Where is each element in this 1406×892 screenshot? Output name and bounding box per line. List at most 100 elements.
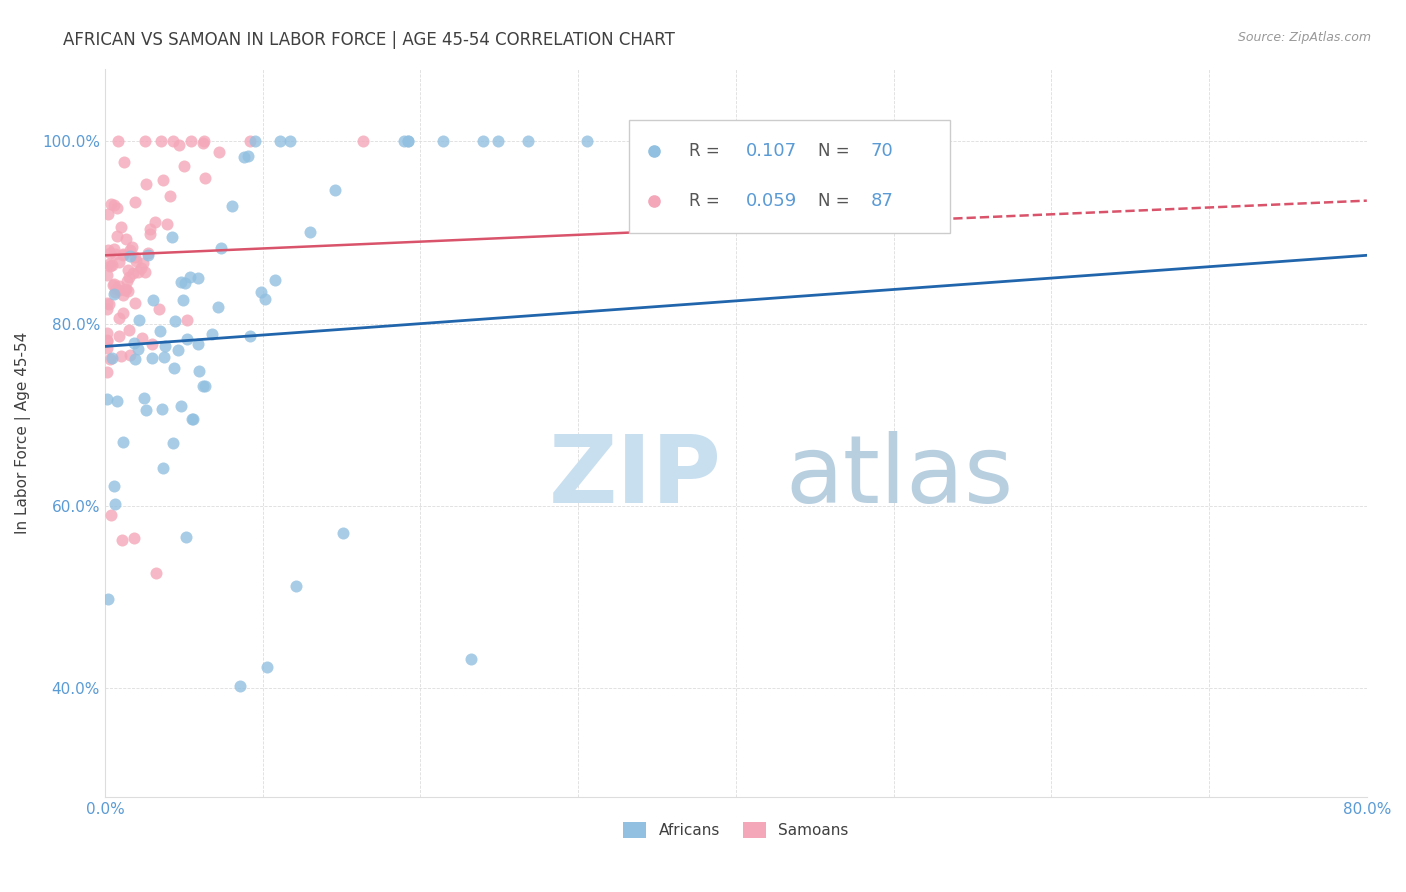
Text: 0.107: 0.107: [747, 142, 797, 161]
Point: [169, 137, 191, 152]
Point: [101, 351, 124, 366]
Point: [117, 263, 139, 277]
Point: [108, 310, 131, 325]
Point: [194, 171, 217, 186]
Point: [131, 261, 153, 276]
Legend: Africans, Samoans: Africans, Samoans: [617, 816, 855, 845]
Point: [105, 228, 128, 243]
Point: [101, 278, 124, 293]
Point: [152, 173, 174, 187]
Point: [780, 237, 803, 252]
Point: [131, 331, 153, 345]
Point: [156, 217, 179, 231]
Point: [486, 135, 509, 149]
Point: [103, 277, 125, 292]
Point: [134, 265, 156, 279]
Point: [134, 392, 156, 406]
Point: [103, 243, 125, 257]
Point: [97, 592, 120, 607]
Point: [145, 566, 167, 581]
Point: [134, 135, 156, 149]
Point: [194, 379, 217, 393]
Point: [159, 189, 181, 203]
Point: [432, 135, 454, 149]
Point: [176, 312, 198, 326]
Point: [148, 301, 170, 316]
Point: [114, 282, 136, 296]
Point: [107, 135, 129, 149]
Point: [127, 265, 149, 279]
Point: [141, 293, 163, 307]
Point: [115, 232, 138, 246]
Point: [135, 177, 157, 191]
Point: [105, 282, 128, 296]
Point: [112, 247, 135, 261]
Point: [181, 411, 204, 425]
Point: [97, 207, 120, 221]
Point: [120, 249, 142, 263]
Point: [152, 402, 174, 417]
Point: [172, 293, 194, 307]
Text: atlas: atlas: [786, 431, 1014, 523]
Point: [100, 508, 122, 522]
FancyBboxPatch shape: [628, 120, 950, 233]
Point: [250, 285, 273, 300]
Point: [176, 332, 198, 346]
Point: [111, 435, 134, 450]
Text: R =: R =: [689, 192, 725, 210]
Point: [108, 283, 131, 297]
Point: [516, 135, 538, 149]
Point: [101, 258, 124, 272]
Point: [152, 350, 174, 364]
Point: [110, 220, 132, 235]
Point: [104, 496, 127, 510]
Point: [193, 135, 215, 149]
Point: [104, 247, 127, 261]
Point: [166, 343, 188, 357]
Point: [118, 323, 141, 337]
Point: [472, 135, 495, 149]
Point: [111, 533, 134, 547]
Point: [207, 301, 229, 315]
Point: [118, 270, 141, 285]
Point: [254, 292, 277, 306]
Point: [108, 279, 131, 293]
Point: [162, 435, 184, 450]
Point: [187, 337, 209, 351]
Point: [111, 306, 134, 320]
Point: [98, 257, 121, 271]
Point: [96, 341, 118, 355]
Point: [124, 351, 146, 366]
Point: [238, 148, 260, 162]
Point: [120, 243, 142, 257]
Point: [112, 248, 135, 262]
Point: [96, 392, 118, 406]
Point: [245, 135, 267, 149]
Point: [229, 679, 252, 693]
Point: [174, 530, 197, 544]
Point: [124, 295, 146, 310]
Point: [96, 333, 118, 347]
Point: [163, 360, 186, 375]
Point: [180, 135, 202, 149]
Point: [209, 241, 232, 255]
Point: [107, 328, 129, 343]
Point: [239, 135, 262, 149]
Point: [135, 403, 157, 417]
Point: [97, 244, 120, 258]
Text: N =: N =: [818, 142, 855, 161]
Point: [96, 301, 118, 316]
Point: [125, 254, 148, 268]
Point: [114, 283, 136, 297]
Point: [139, 221, 162, 235]
Text: 0.059: 0.059: [747, 192, 797, 210]
Point: [111, 288, 134, 302]
Point: [124, 251, 146, 265]
Point: [264, 273, 287, 287]
Point: [152, 461, 174, 475]
Point: [127, 343, 149, 357]
Point: [96, 334, 118, 349]
Point: [98, 297, 121, 311]
Point: [233, 150, 256, 164]
Text: N =: N =: [818, 192, 855, 210]
